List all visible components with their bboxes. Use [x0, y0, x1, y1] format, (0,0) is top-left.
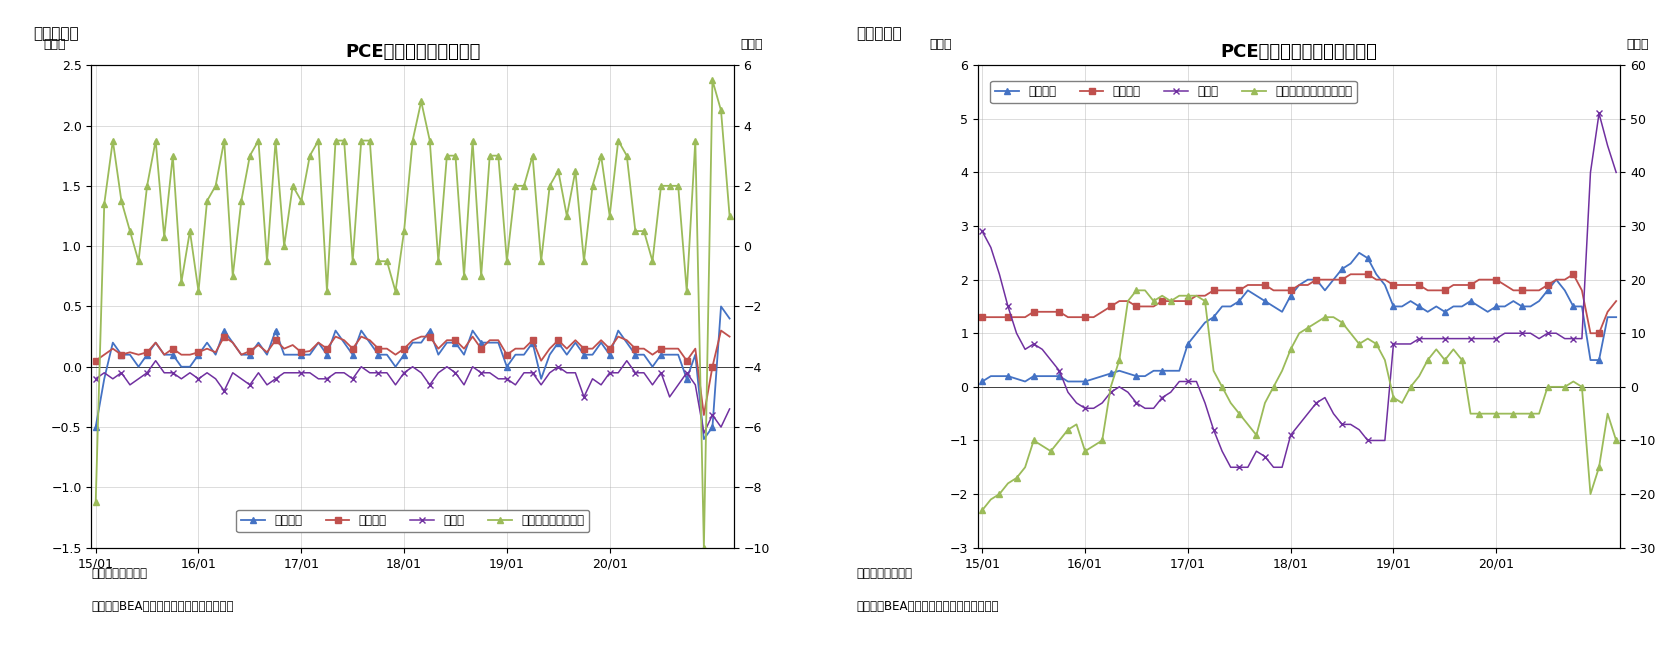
Text: （図表７）: （図表７）: [856, 26, 901, 41]
Legend: 総合指数, コア指数, 食料品, エネルギー関連（右軸）: 総合指数, コア指数, 食料品, エネルギー関連（右軸）: [991, 81, 1356, 103]
Text: （図表６）: （図表６）: [33, 26, 78, 41]
Text: （注）季節調整済: （注）季節調整済: [856, 567, 912, 580]
Text: （資料）BEAよりニッセイ基礎研究所作成: （資料）BEAよりニッセイ基礎研究所作成: [856, 600, 999, 613]
Title: PCE価格指数（前月比）: PCE価格指数（前月比）: [346, 43, 480, 61]
Text: （％）: （％）: [740, 38, 763, 51]
Text: （資料）BEAよりニッセイ基礎研究所作成: （資料）BEAよりニッセイ基礎研究所作成: [91, 600, 234, 613]
Text: （％）: （％）: [929, 38, 952, 51]
Text: （注）季節調整済: （注）季節調整済: [91, 567, 148, 580]
Text: （％）: （％）: [1627, 38, 1649, 51]
Text: （％）: （％）: [43, 38, 66, 51]
Title: PCE価格指数（前年同月比）: PCE価格指数（前年同月比）: [1222, 43, 1378, 61]
Legend: 総合指数, コア指数, 食料品, エネルギー（右軸）: 総合指数, コア指数, 食料品, エネルギー（右軸）: [236, 510, 588, 532]
